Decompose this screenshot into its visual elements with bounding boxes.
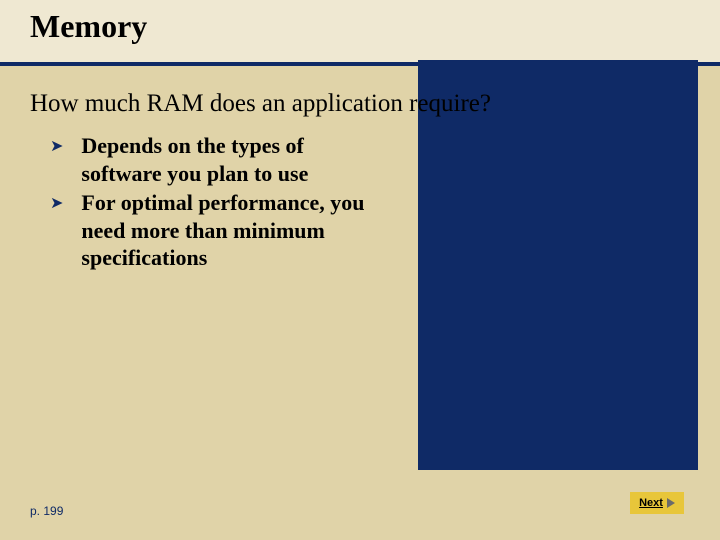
slide-title: Memory xyxy=(30,8,147,45)
slide: Memory How much RAM does an application … xyxy=(0,0,720,540)
list-item: ➤ Depends on the types of software you p… xyxy=(50,132,380,187)
chevron-right-icon: ➤ xyxy=(50,136,63,156)
bullet-text: For optimal performance, you need more t… xyxy=(81,189,380,272)
bullet-list: ➤ Depends on the types of software you p… xyxy=(50,132,380,274)
page-reference: p. 199 xyxy=(30,504,63,518)
list-item: ➤ For optimal performance, you need more… xyxy=(50,189,380,272)
next-label: Next xyxy=(639,497,663,509)
next-button[interactable]: Next xyxy=(630,492,684,514)
question-text: How much RAM does an application require… xyxy=(30,90,491,118)
arrow-right-icon xyxy=(667,498,675,508)
bullet-text: Depends on the types of software you pla… xyxy=(81,132,380,187)
side-panel xyxy=(418,60,698,470)
chevron-right-icon: ➤ xyxy=(50,193,63,213)
